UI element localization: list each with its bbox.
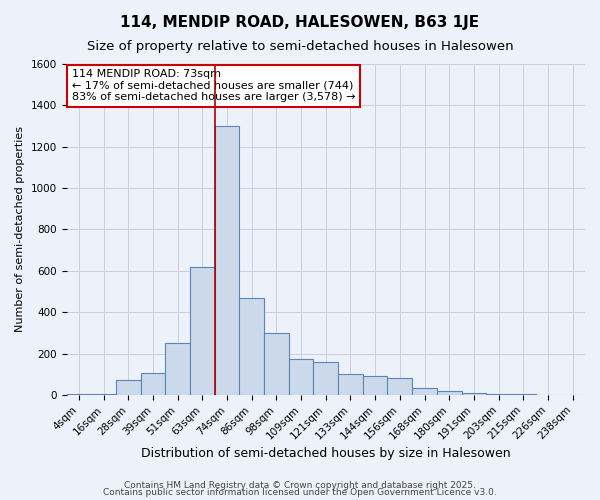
Text: Contains HM Land Registry data © Crown copyright and database right 2025.: Contains HM Land Registry data © Crown c… bbox=[124, 480, 476, 490]
Text: 114 MENDIP ROAD: 73sqm
← 17% of semi-detached houses are smaller (744)
83% of se: 114 MENDIP ROAD: 73sqm ← 17% of semi-det… bbox=[72, 69, 355, 102]
Bar bbox=[388, 378, 412, 395]
Text: 114, MENDIP ROAD, HALESOWEN, B63 1JE: 114, MENDIP ROAD, HALESOWEN, B63 1JE bbox=[121, 15, 479, 30]
Bar bbox=[215, 126, 239, 395]
Bar bbox=[91, 394, 116, 395]
Bar bbox=[461, 393, 486, 395]
Bar bbox=[313, 362, 338, 395]
Bar bbox=[289, 358, 313, 395]
Bar bbox=[116, 380, 140, 395]
Bar bbox=[437, 390, 461, 395]
Bar bbox=[264, 333, 289, 395]
Bar bbox=[338, 374, 363, 395]
Y-axis label: Number of semi-detached properties: Number of semi-detached properties bbox=[15, 126, 25, 332]
Bar bbox=[165, 343, 190, 395]
Text: Contains public sector information licensed under the Open Government Licence v3: Contains public sector information licen… bbox=[103, 488, 497, 497]
Bar bbox=[412, 388, 437, 395]
Text: Size of property relative to semi-detached houses in Halesowen: Size of property relative to semi-detach… bbox=[86, 40, 514, 53]
Bar bbox=[363, 376, 388, 395]
Bar bbox=[140, 373, 165, 395]
Bar bbox=[486, 394, 511, 395]
X-axis label: Distribution of semi-detached houses by size in Halesowen: Distribution of semi-detached houses by … bbox=[141, 447, 511, 460]
Bar bbox=[239, 298, 264, 395]
Bar bbox=[190, 266, 215, 395]
